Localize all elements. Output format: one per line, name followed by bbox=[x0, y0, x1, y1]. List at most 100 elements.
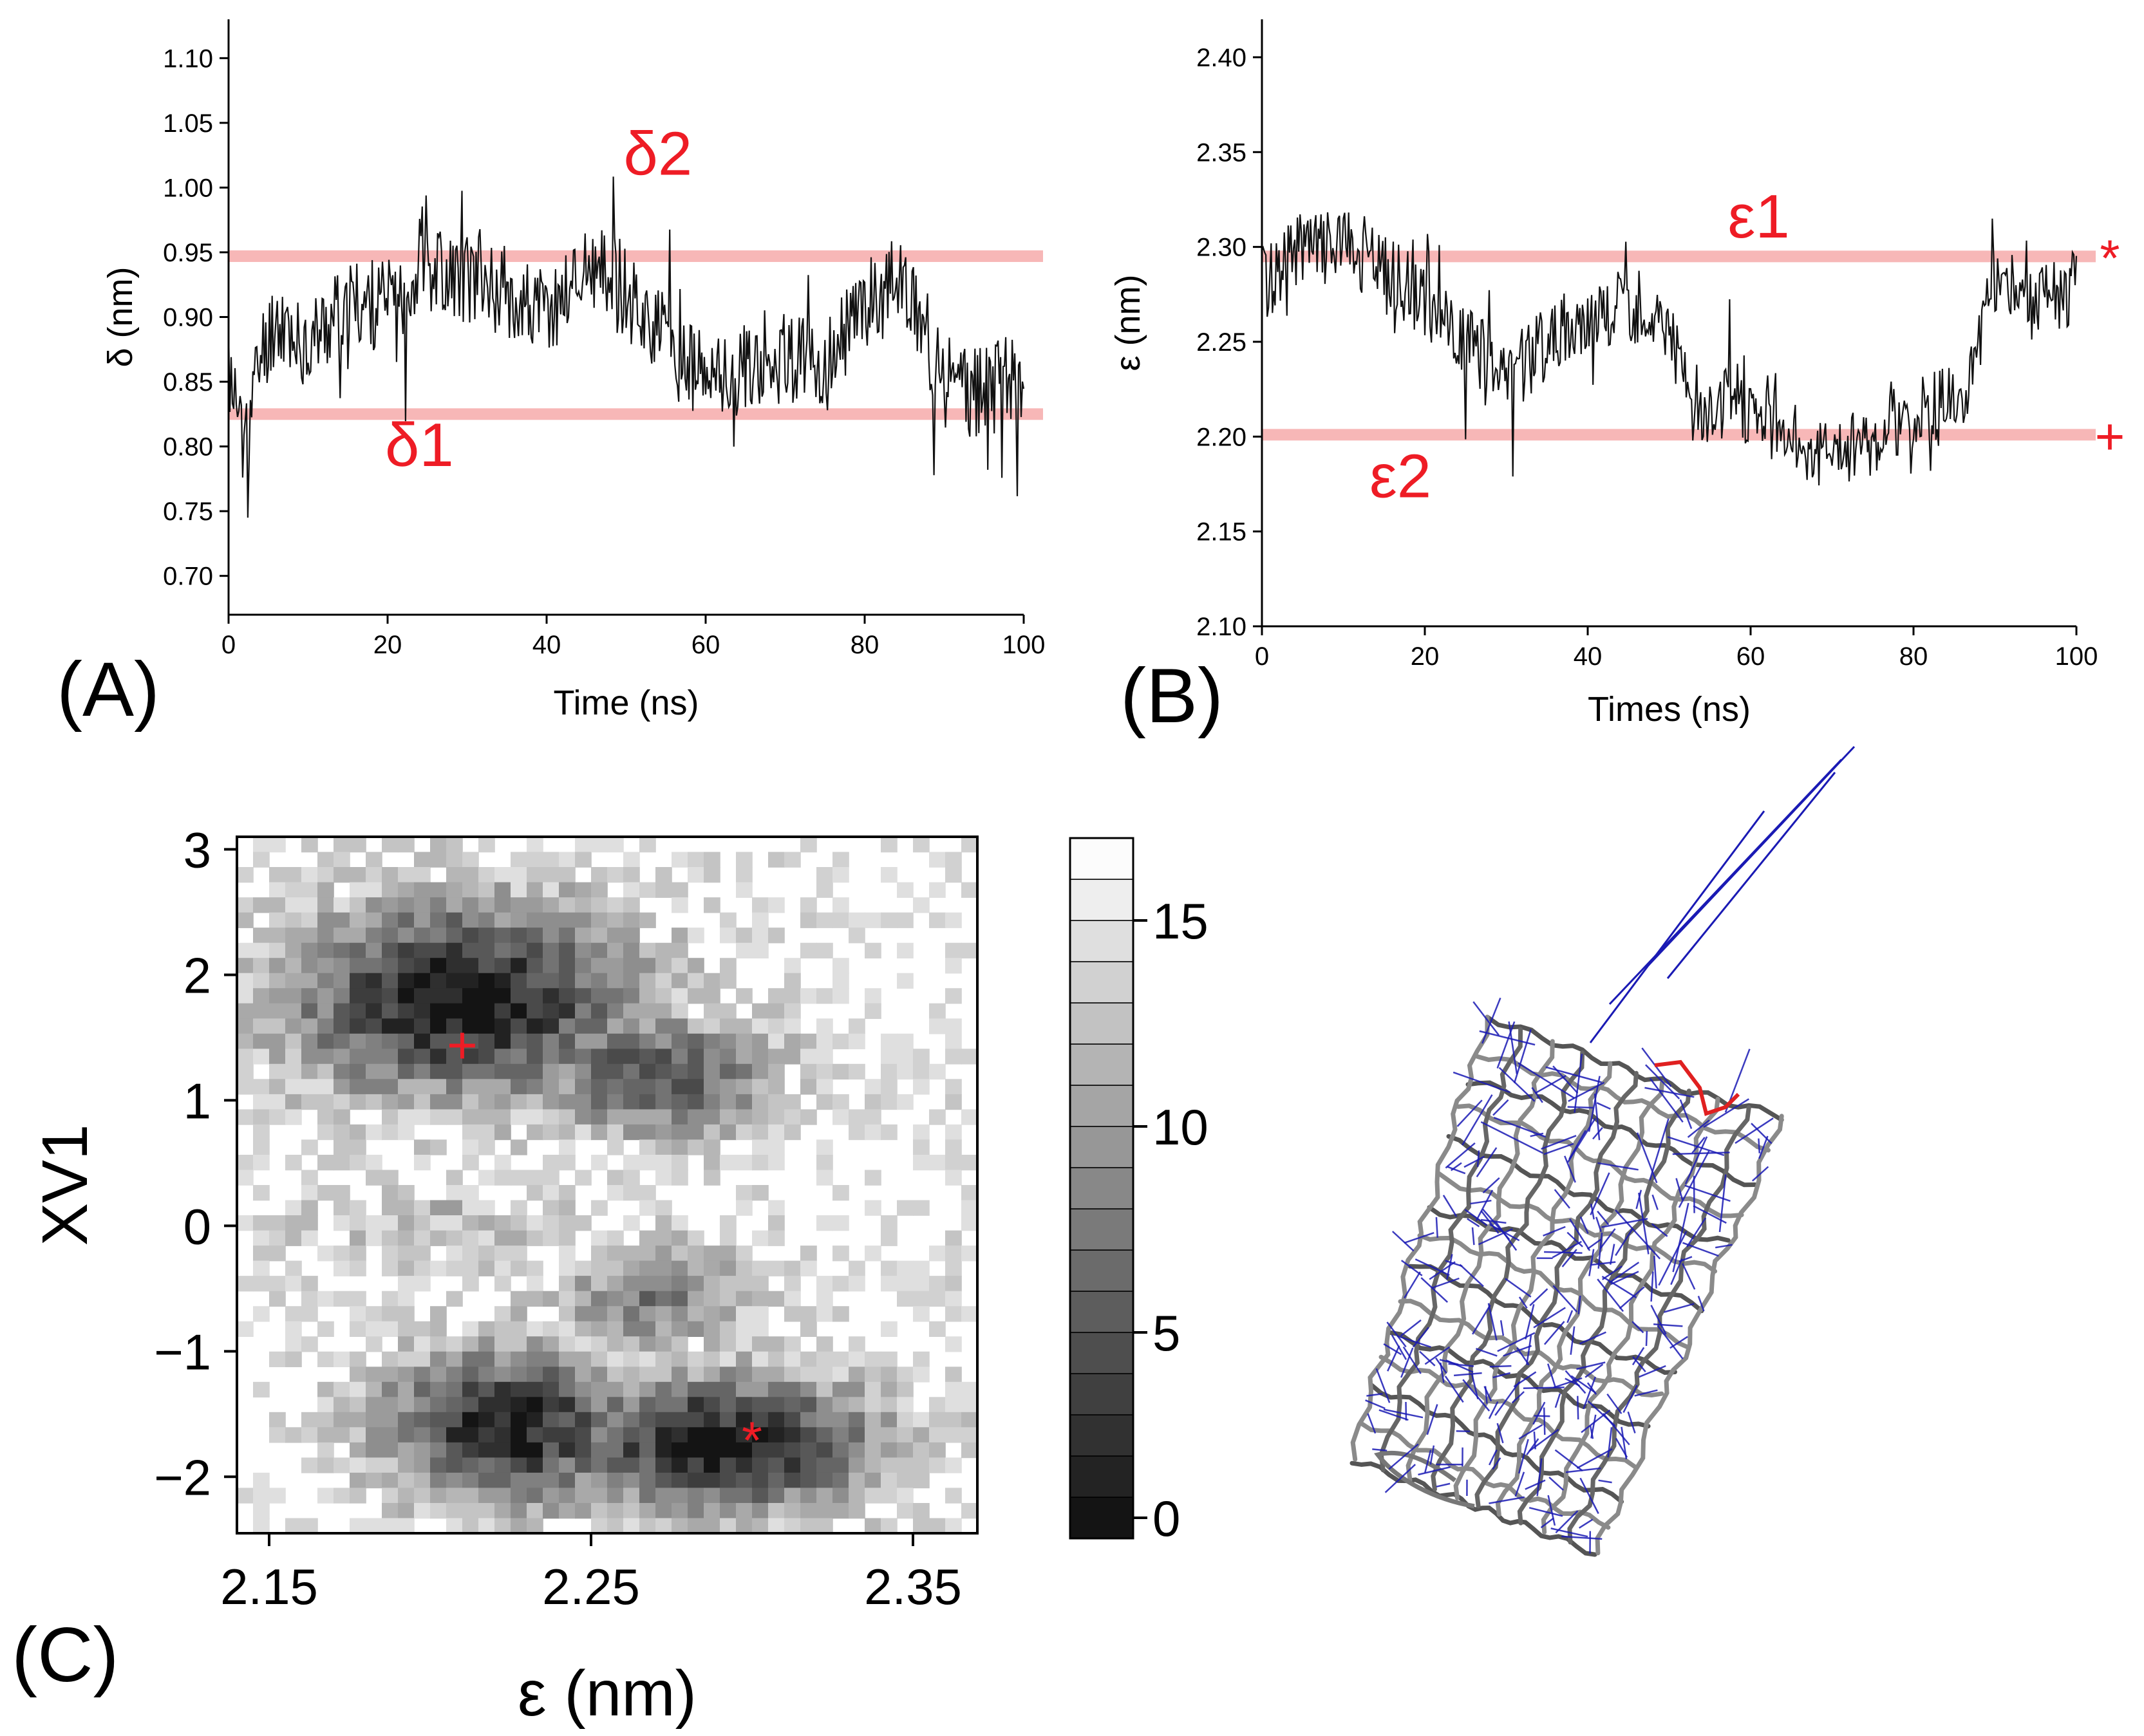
panel-c-cell bbox=[623, 942, 640, 958]
panel-c-cell bbox=[623, 1488, 640, 1504]
protein-motion-vector bbox=[1530, 1132, 1544, 1137]
panel-c-cell bbox=[317, 1351, 334, 1367]
panel-c-cell bbox=[543, 1018, 560, 1034]
panel-c-cell bbox=[559, 1457, 576, 1473]
protein-motion-vector bbox=[1554, 1189, 1570, 1209]
panel-c-cell bbox=[865, 1488, 881, 1504]
panel-c-cell bbox=[334, 867, 350, 883]
panel-c-cell bbox=[575, 1124, 592, 1141]
panel-c-cell bbox=[720, 1063, 737, 1080]
panel-c-cell bbox=[559, 1397, 576, 1413]
panel-c-cell bbox=[688, 1503, 704, 1519]
panel-c-cell bbox=[945, 1291, 962, 1307]
panel-c-cell bbox=[752, 1427, 769, 1443]
panel-c-cell bbox=[736, 1018, 753, 1034]
panel-c-cell bbox=[478, 1351, 495, 1367]
panel-c-cell bbox=[736, 1109, 753, 1125]
panel-c-cell bbox=[269, 958, 286, 974]
panel-c-cell bbox=[366, 1003, 382, 1019]
panel-c-cell bbox=[720, 973, 737, 989]
B-x-tick-label: 40 bbox=[1574, 642, 1603, 671]
panel-c-cell bbox=[527, 1518, 543, 1533]
panel-c-cell bbox=[623, 1124, 640, 1141]
protein-motion-vector bbox=[1679, 1099, 1693, 1129]
protein-motion-vector bbox=[1751, 1123, 1773, 1144]
protein-motion-vector bbox=[1387, 1345, 1400, 1372]
panel-c-cell bbox=[688, 1367, 704, 1383]
panel-c-cell bbox=[382, 1124, 399, 1141]
panel-c-cell bbox=[945, 1170, 962, 1186]
panel-c-cell bbox=[317, 988, 334, 1004]
panel-c-cell bbox=[494, 1351, 511, 1367]
panel-c-cell bbox=[527, 1397, 543, 1413]
panel-c-cell bbox=[897, 1472, 914, 1489]
panel-c-cell bbox=[720, 1503, 737, 1519]
panel-c-cell bbox=[623, 1094, 640, 1110]
panel-c-cell bbox=[720, 958, 737, 974]
panel-c-cell bbox=[253, 928, 270, 944]
B-x-tick-label: 60 bbox=[1736, 642, 1765, 671]
panel-c-cell bbox=[559, 1412, 576, 1428]
protein-motion-vector bbox=[1592, 1126, 1603, 1140]
panel-c-cell bbox=[559, 1260, 576, 1276]
panel-c-cell bbox=[414, 867, 431, 883]
panel-c-cell bbox=[350, 837, 366, 853]
panel-c-cell bbox=[720, 1397, 737, 1413]
panel-c-cell bbox=[269, 928, 286, 944]
panel-c-cell bbox=[639, 1518, 656, 1533]
panel-c-cell bbox=[639, 1457, 656, 1473]
panel-c-cell bbox=[414, 1094, 431, 1110]
colorbar-level bbox=[1069, 1126, 1134, 1168]
panel-c-cell bbox=[816, 1518, 833, 1533]
panel-c-cell bbox=[511, 1246, 527, 1262]
panel-c-cell bbox=[688, 1291, 704, 1307]
panel-c-cell bbox=[543, 1321, 560, 1337]
panel-c-cell bbox=[929, 1003, 946, 1019]
protein-motion-vector bbox=[1653, 1323, 1683, 1327]
panel-c-cell bbox=[736, 1094, 753, 1110]
panel-c-cell bbox=[784, 1488, 801, 1504]
panel-c-cell bbox=[736, 1381, 753, 1398]
panel-c-cell bbox=[334, 1457, 350, 1473]
panel-c-cell bbox=[430, 1018, 447, 1034]
panel-c-cell bbox=[382, 1185, 399, 1201]
panel-c-cell bbox=[462, 1442, 479, 1459]
panel-c-cell bbox=[269, 1427, 286, 1443]
panel-c-cell bbox=[334, 912, 350, 928]
protein-motion-vector bbox=[1503, 1345, 1532, 1357]
panel-c-cell bbox=[639, 1260, 656, 1276]
panel-c-cell bbox=[897, 973, 914, 989]
panel-c-cell bbox=[639, 1049, 656, 1065]
panel-c-cell bbox=[350, 1381, 366, 1398]
protein-motion-vector bbox=[1463, 1155, 1485, 1168]
panel-c-cell bbox=[591, 1351, 608, 1367]
panel-c-cell bbox=[317, 1079, 334, 1095]
panel-c-cell bbox=[672, 988, 688, 1004]
panel-c-cell bbox=[511, 1139, 527, 1155]
panel-c-cell bbox=[462, 1200, 479, 1216]
panel-c-cell bbox=[736, 1518, 753, 1533]
panel-c-cell bbox=[704, 897, 720, 913]
protein-motion-vector bbox=[1565, 1370, 1586, 1394]
panel-c-cell bbox=[301, 897, 318, 913]
panel-c-cell bbox=[317, 1049, 334, 1065]
panel-c-cell bbox=[366, 852, 382, 868]
panel-c-cell bbox=[269, 1018, 286, 1034]
panel-c-cell bbox=[768, 1033, 785, 1050]
panel-c-cell bbox=[414, 1033, 431, 1050]
panel-c-cell bbox=[881, 837, 898, 853]
panel-c-cell bbox=[462, 1488, 479, 1504]
panel-c-cell bbox=[720, 1155, 737, 1171]
panel-c-cell bbox=[736, 1033, 753, 1050]
panel-c-cell bbox=[511, 897, 527, 913]
panel-c-cell bbox=[688, 1018, 704, 1034]
protein-motion-vector bbox=[1386, 1321, 1407, 1348]
panel-c-cell bbox=[462, 1049, 479, 1065]
panel-c-cell bbox=[897, 1503, 914, 1519]
panel-c-cell bbox=[639, 1124, 656, 1141]
panel-c-cell bbox=[366, 973, 382, 989]
panel-c-cell bbox=[849, 928, 865, 944]
panel-c-cell bbox=[559, 1503, 576, 1519]
panel-c-cell bbox=[382, 1472, 399, 1489]
panel-c-cell bbox=[591, 1246, 608, 1262]
